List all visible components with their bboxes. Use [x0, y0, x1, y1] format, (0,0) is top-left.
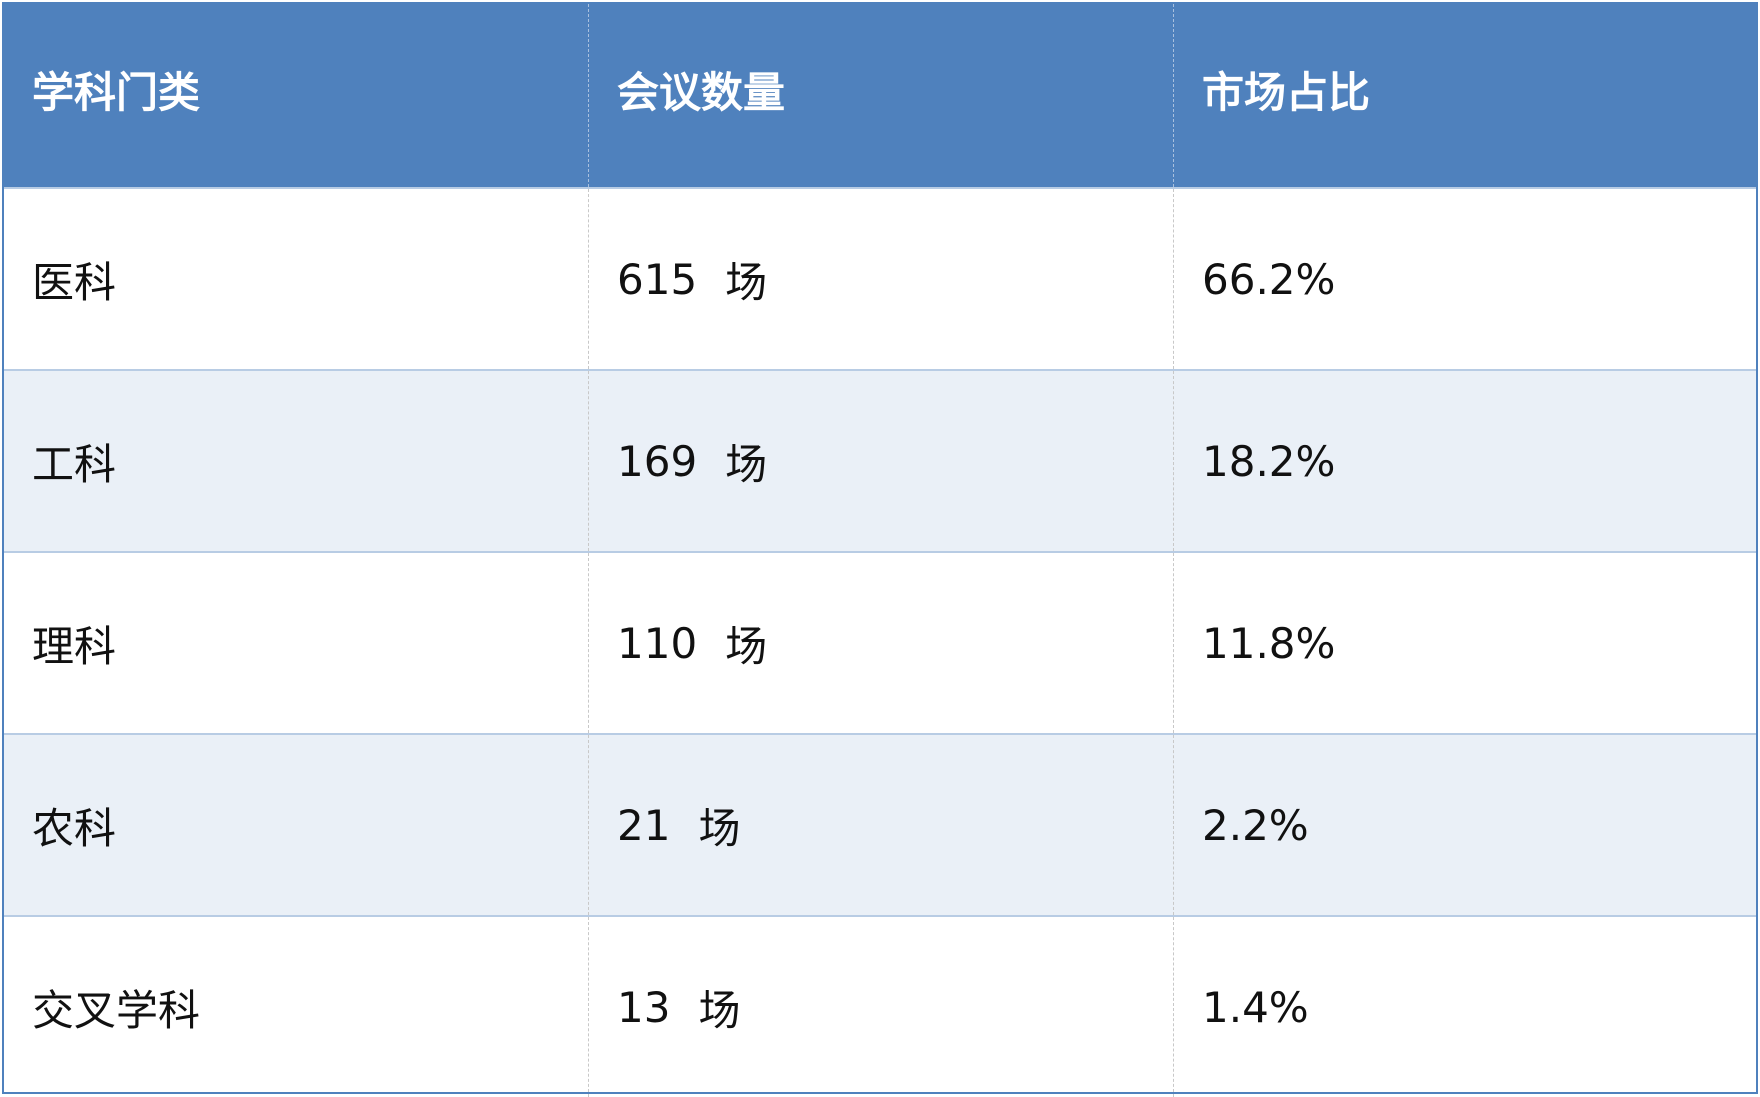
share-cell: 18.2%: [1202, 436, 1336, 486]
share-cell: 66.2%: [1202, 254, 1336, 304]
count-cell: 13 场: [589, 917, 1174, 1097]
category-cell: 工科: [4, 371, 589, 551]
count-unit: 场: [698, 803, 741, 853]
category-cell: 理科: [4, 553, 589, 733]
category-cell: 农科: [4, 735, 589, 915]
count-unit: 场: [725, 621, 768, 671]
count-value: 169: [617, 436, 698, 486]
count-unit: 场: [725, 439, 768, 489]
count-unit: 场: [725, 257, 768, 307]
category-cell: 医科: [4, 189, 589, 369]
header-share: 市场占比: [1202, 68, 1371, 117]
count-cell: 110 场: [589, 553, 1174, 733]
table-row: 农科 21 场 2.2%: [4, 733, 1756, 915]
table-header-row: 学科门类 会议数量 市场占比: [4, 4, 1756, 187]
table-row: 交叉学科 13 场 1.4%: [4, 915, 1756, 1097]
share-cell: 11.8%: [1202, 618, 1336, 668]
count-cell: 169 场: [589, 371, 1174, 551]
count-value: 615: [617, 254, 698, 304]
count-cell: 21 场: [589, 735, 1174, 915]
share-cell: 1.4%: [1202, 982, 1309, 1032]
count-unit: 场: [698, 985, 741, 1035]
table-row: 医科 615 场 66.2%: [4, 187, 1756, 369]
header-category: 学科门类: [4, 4, 589, 187]
category-cell: 交叉学科: [4, 917, 589, 1097]
count-value: 13: [617, 982, 671, 1032]
table-row: 工科 169 场 18.2%: [4, 369, 1756, 551]
count-value: 21: [617, 800, 671, 850]
count-cell: 615 场: [589, 189, 1174, 369]
table-row: 理科 110 场 11.8%: [4, 551, 1756, 733]
count-value: 110: [617, 618, 698, 668]
share-cell: 2.2%: [1202, 800, 1309, 850]
header-count: 会议数量: [589, 4, 1174, 187]
